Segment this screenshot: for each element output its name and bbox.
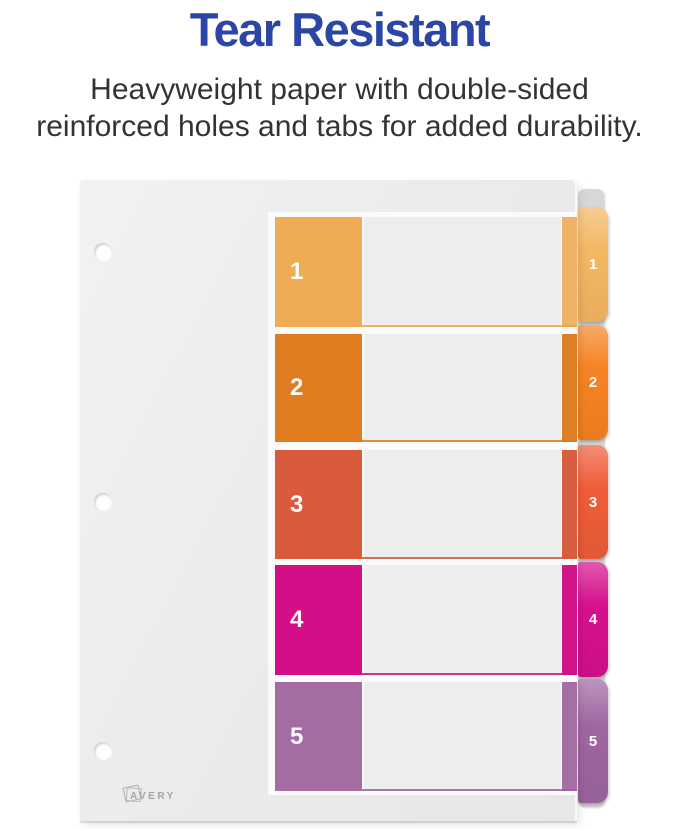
index-tab-2: 2 xyxy=(578,325,608,440)
toc-row-2-cell xyxy=(364,334,561,442)
subheadline-line2: reinforced holes and tabs for added dura… xyxy=(36,110,643,143)
tab-number-3: 3 xyxy=(588,493,598,511)
toc-row-4-rule xyxy=(362,673,577,675)
toc-row-5-rule xyxy=(362,789,577,791)
toc-row-5-number: 5 xyxy=(290,722,304,750)
divider-sheet: 1 2 3 xyxy=(80,180,577,821)
toc-row-1-cell xyxy=(364,217,561,327)
toc-row-2: 2 xyxy=(268,334,577,442)
toc-row-3-cell xyxy=(364,450,561,559)
tab-number-4: 4 xyxy=(588,611,598,628)
toc-row-4: 4 xyxy=(268,565,577,675)
index-tab-4: 4 xyxy=(578,562,608,677)
punch-hole-1 xyxy=(94,243,112,261)
index-tab-5: 5 xyxy=(578,679,608,803)
toc-row-4-edge-strip xyxy=(562,565,577,675)
toc-row-2-rule xyxy=(362,440,577,442)
toc-row-1-edge-strip xyxy=(562,217,577,327)
toc-row-5-cell xyxy=(364,682,561,791)
toc-row-1-rule xyxy=(362,325,577,327)
toc-row-3-rule xyxy=(362,557,577,559)
subheadline: Heavyweight paper with double-sided rein… xyxy=(0,71,679,145)
tab-number-2: 2 xyxy=(588,374,598,391)
tab-number-1: 1 xyxy=(588,256,598,273)
avery-logo-text: AVERY xyxy=(130,791,176,802)
toc-row-5: 5 xyxy=(268,682,577,791)
toc-row-1: 1 xyxy=(268,217,577,327)
avery-logo: AVERY xyxy=(122,784,214,810)
toc-row-1-color-block: 1 xyxy=(275,217,362,327)
punch-hole-2 xyxy=(94,493,112,511)
toc-row-3-color-block: 3 xyxy=(275,450,362,559)
toc-row-2-number: 2 xyxy=(290,374,304,401)
toc-row-5-color-block: 5 xyxy=(275,682,362,791)
toc-row-4-number: 4 xyxy=(290,606,304,633)
toc-row-2-edge-strip xyxy=(562,334,577,442)
headline: Tear Resistant xyxy=(189,3,491,56)
punch-hole-3 xyxy=(94,742,112,760)
toc-row-3: 3 xyxy=(268,450,577,559)
toc-row-4-color-block: 4 xyxy=(275,565,362,675)
tab-number-5: 5 xyxy=(588,732,598,750)
index-tab-1: 1 xyxy=(578,207,608,322)
toc-row-2-color-block: 2 xyxy=(275,334,362,442)
subheadline-line1: Heavyweight paper with double-sided xyxy=(90,73,589,106)
toc-row-1-number: 1 xyxy=(290,258,304,285)
toc-row-4-cell xyxy=(364,565,561,675)
table-of-contents: 1 2 3 xyxy=(268,212,577,795)
toc-row-5-edge-strip xyxy=(562,682,577,791)
index-tab-3: 3 xyxy=(578,445,608,559)
toc-row-3-number: 3 xyxy=(290,490,304,518)
toc-row-3-edge-strip xyxy=(562,450,577,559)
